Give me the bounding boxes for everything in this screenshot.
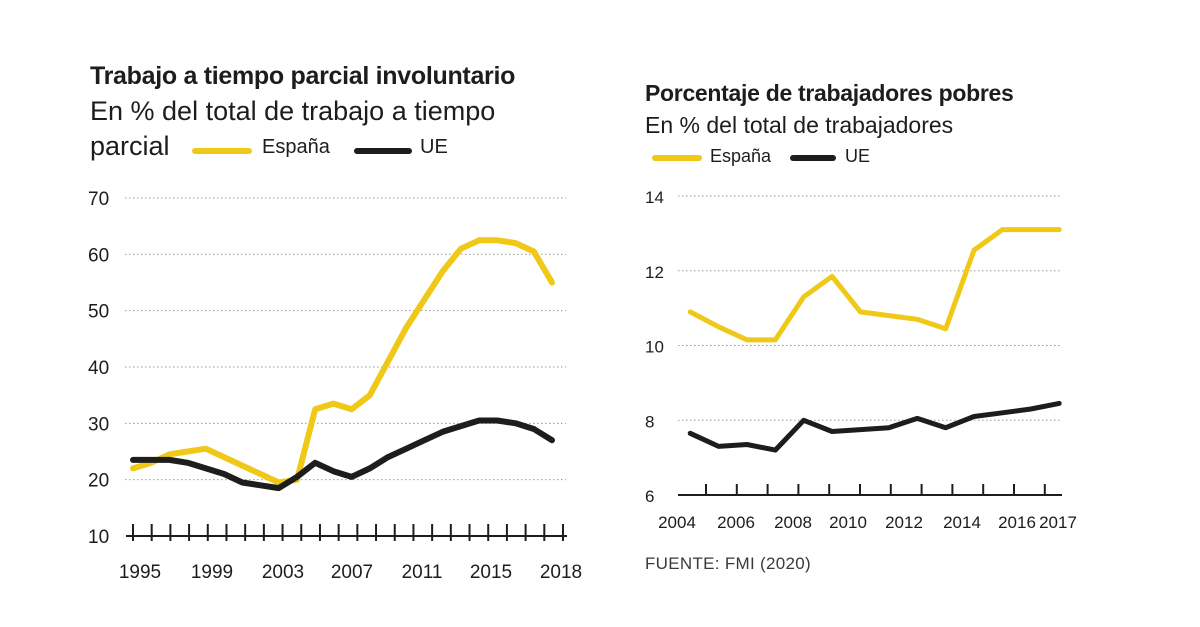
chart2-xtick-label-2014: 2014 xyxy=(943,513,981,532)
chart2-xtick-label-2012: 2012 xyxy=(885,513,923,532)
chart1-subtitle-line1: En % del total de trabajo a tiempo xyxy=(90,96,496,126)
chart1-ytick-label-20: 20 xyxy=(88,471,109,492)
chart2-ytick-label-8: 8 xyxy=(645,412,654,431)
chart2-legend-eu-label: UE xyxy=(845,146,871,166)
chart2-legend-eu-swatch xyxy=(790,155,836,161)
chart2-ytick-label-14: 14 xyxy=(645,188,664,207)
chart2-xtick-label-2004: 2004 xyxy=(658,513,696,532)
chart2-xtick-label-2010: 2010 xyxy=(829,513,867,532)
chart1-legend-eu-swatch xyxy=(354,148,412,154)
chart1-legend-eu-label: UE xyxy=(420,136,448,158)
chart2-xtick-label-2006: 2006 xyxy=(717,513,755,532)
chart2-subtitle: En % del total de trabajadores xyxy=(645,112,954,138)
chart1-xtick-label-2018: 2018 xyxy=(540,562,582,583)
chart1-series-line-eu xyxy=(130,417,555,492)
chart1-xtick-label-2015: 2015 xyxy=(470,562,512,583)
chart2-legend-spain-swatch xyxy=(652,155,702,161)
chart1-series-line-spain xyxy=(130,237,555,486)
chart2-xtick-label-2008: 2008 xyxy=(774,513,812,532)
chart1-legend-spain-swatch xyxy=(192,148,252,154)
chart1-ytick-label-40: 40 xyxy=(88,358,109,379)
chart2-series-line-spain xyxy=(687,227,1062,343)
chart2-legend-spain-label: España xyxy=(710,146,772,166)
chart2-title: Porcentaje de trabajadores pobres xyxy=(645,80,1014,106)
chart1-ytick-label-60: 60 xyxy=(88,245,109,266)
chart1-ytick-label-30: 30 xyxy=(88,414,109,435)
chart1-ytick-label-50: 50 xyxy=(88,302,109,323)
chart1-xtick-label-1995: 1995 xyxy=(119,562,161,583)
chart2-xtick-label-2016: 2016 xyxy=(998,513,1036,532)
source-note: FUENTE: FMI (2020) xyxy=(645,554,811,573)
chart2-ytick-label-12: 12 xyxy=(645,263,664,282)
chart1-xtick-label-2007: 2007 xyxy=(331,562,373,583)
chart1-ytick-label-10: 10 xyxy=(88,527,109,548)
chart1-xtick-label-2011: 2011 xyxy=(402,562,443,583)
chart1-xtick-label-1999: 1999 xyxy=(191,562,233,583)
chart1-title: Trabajo a tiempo parcial involuntario xyxy=(90,62,516,90)
chart1-ytick-label-70: 70 xyxy=(88,189,109,210)
chart1-xtick-label-2003: 2003 xyxy=(262,562,304,583)
chart2-xtick-label-2017: 2017 xyxy=(1039,513,1077,532)
chart1-legend-spain-label: España xyxy=(262,136,330,158)
chart2-ytick-label-6: 6 xyxy=(645,487,654,506)
chart1-subtitle-line2: parcial xyxy=(90,131,170,161)
chart2-series-line-eu xyxy=(687,400,1062,453)
chart2-ytick-label-10: 10 xyxy=(645,338,664,357)
